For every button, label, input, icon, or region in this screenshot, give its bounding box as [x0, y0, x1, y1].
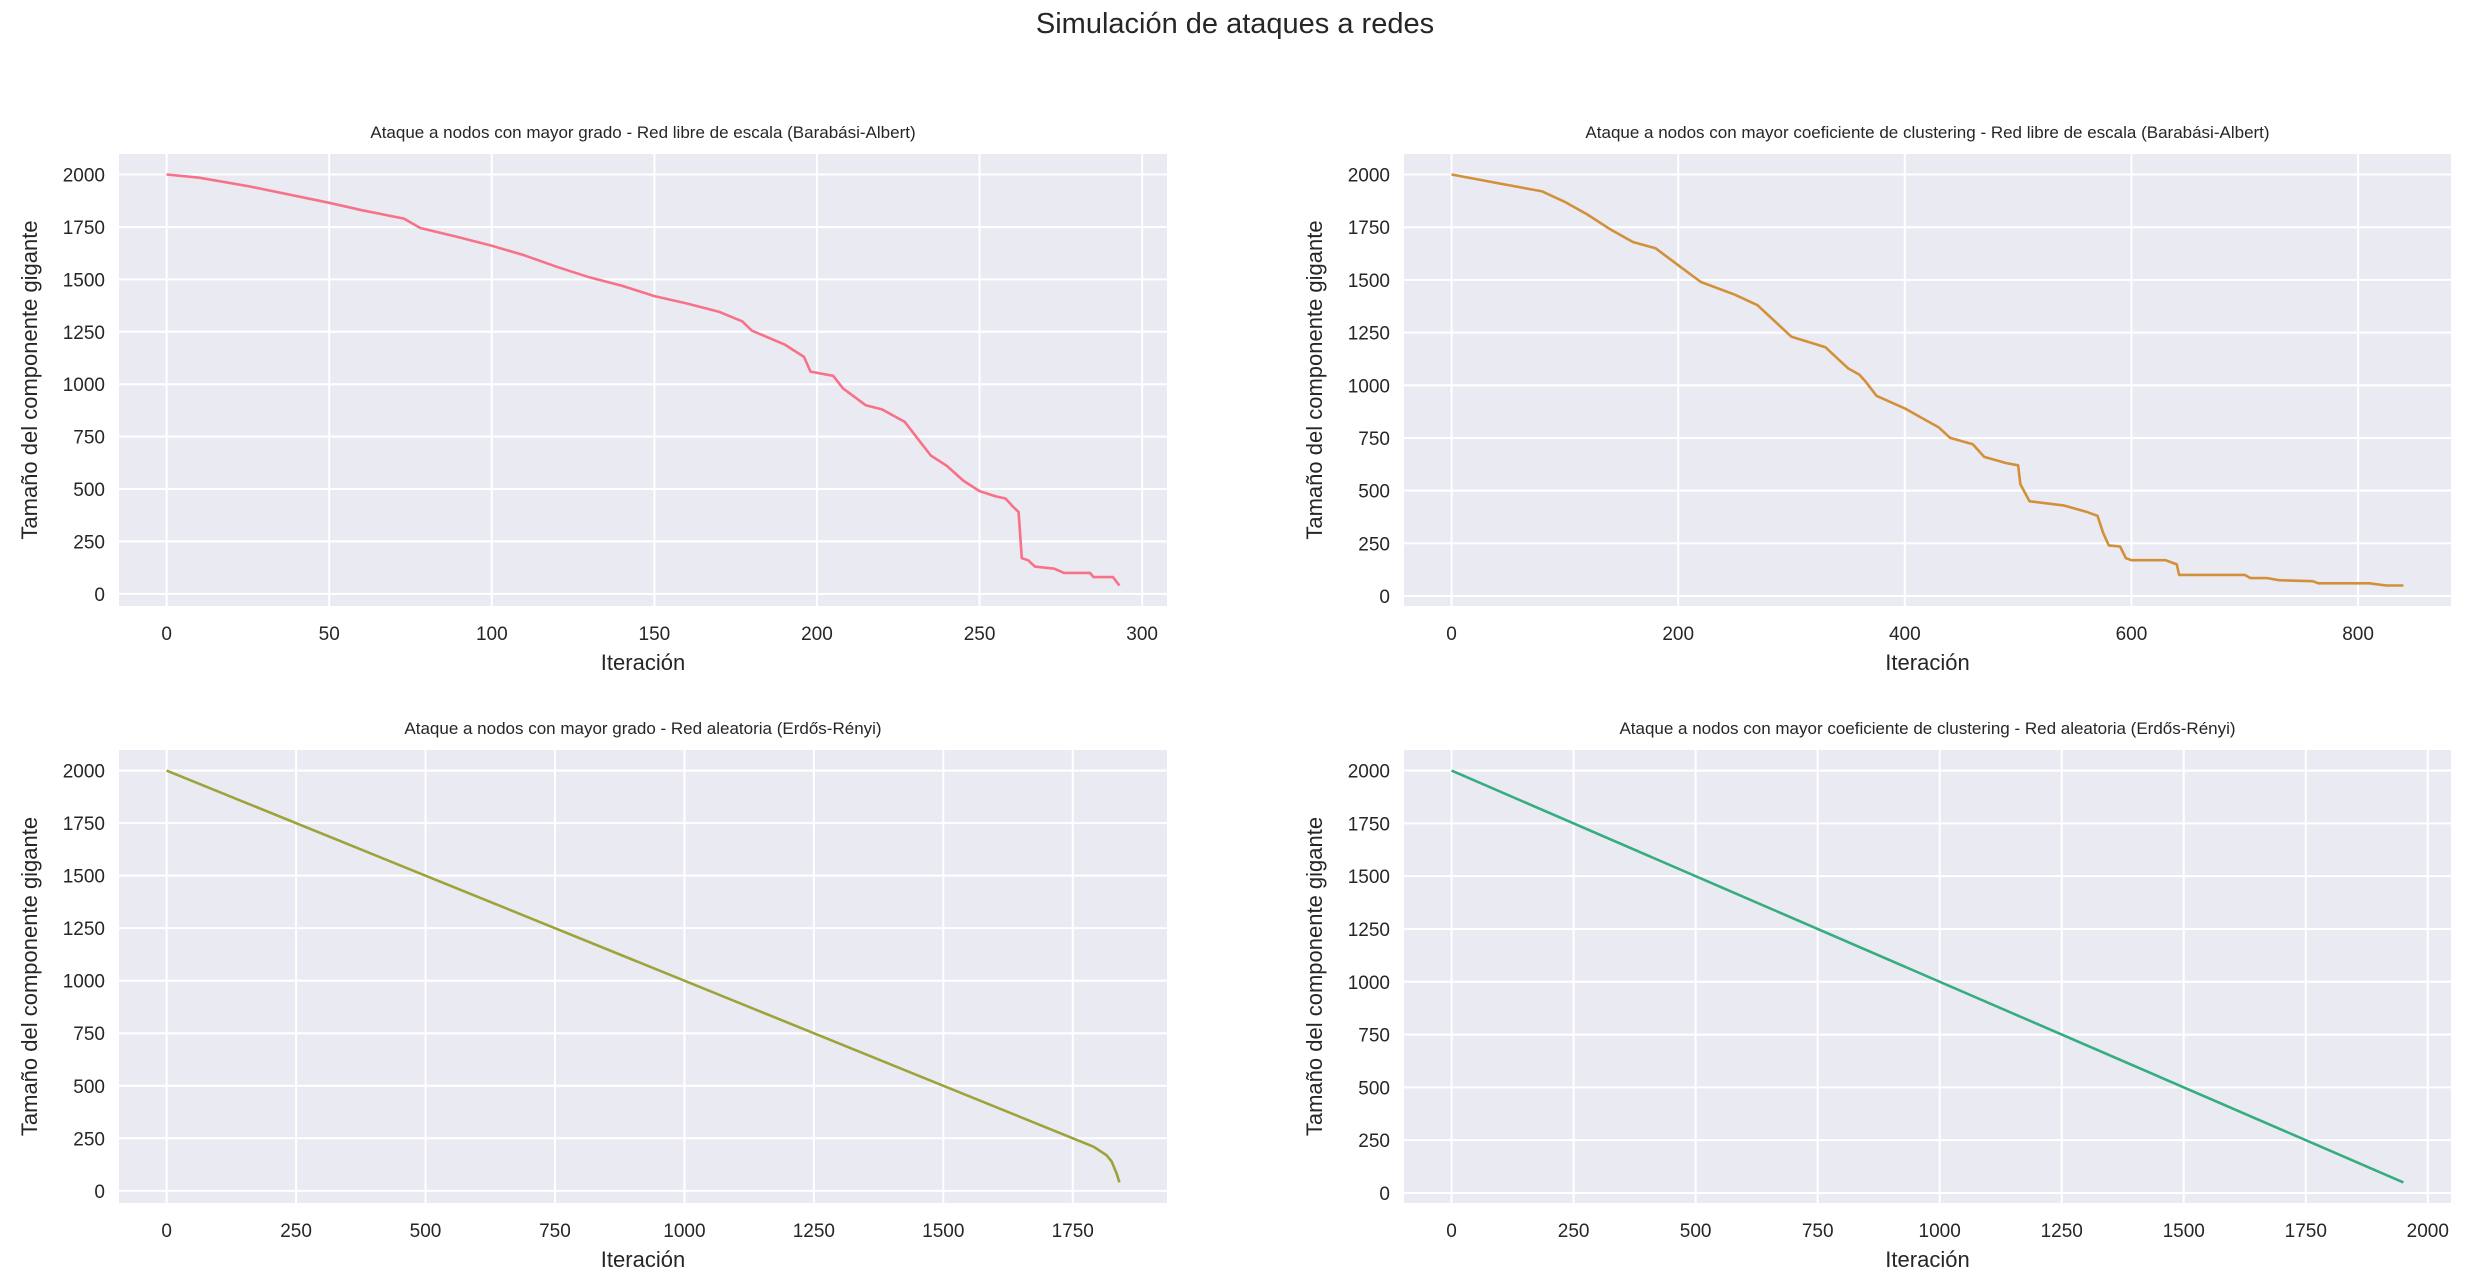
y-tick-label: 1250 [1348, 324, 1390, 345]
x-tick-label: 2000 [2407, 1221, 2449, 1242]
y-tick-label: 1000 [63, 972, 105, 993]
subplot-title: Ataque a nodos con mayor coeficiente de … [1619, 719, 2235, 738]
subplot-title: Ataque a nodos con mayor grado - Red ale… [404, 719, 881, 738]
series-line [166, 769, 1121, 1183]
x-tick-label: 1250 [2041, 1221, 2083, 1242]
y-tick-label: 1000 [63, 375, 105, 396]
y-tick-label: 750 [1358, 1026, 1390, 1047]
series-line [1451, 173, 2404, 587]
x-tick-label: 1500 [922, 1221, 964, 1242]
x-tick-label: 0 [161, 624, 172, 645]
x-tick-label: 750 [539, 1221, 571, 1242]
subplot-2: 0 200 400 600 800 0 250 500 750 1000 1250 1500 1750 2… [1302, 123, 2451, 675]
y-tick-label: 2000 [1348, 166, 1390, 187]
x-tick-label: 400 [1889, 624, 1921, 645]
y-tick-label: 1500 [63, 867, 105, 888]
x-tick-label: 800 [2342, 624, 2374, 645]
x-tick-label: 1000 [1919, 1221, 1961, 1242]
plot-area [1404, 154, 2451, 606]
y-axis-label: Tamaño del componente gigante [1302, 817, 1327, 1136]
plot-area [119, 154, 1167, 606]
x-tick-label: 0 [1446, 1221, 1457, 1242]
y-tick-label: 1250 [1348, 920, 1390, 941]
y-tick-label: 0 [1379, 1184, 1390, 1205]
x-tick-label: 1750 [1052, 1221, 1094, 1242]
x-tick-label: 300 [1126, 624, 1158, 645]
y-tick-label: 1500 [1348, 867, 1390, 888]
y-tick-label: 1250 [63, 919, 105, 940]
x-tick-label: 1750 [2285, 1221, 2327, 1242]
y-tick-label: 250 [1358, 534, 1390, 555]
y-tick-label: 1250 [63, 323, 105, 344]
y-tick-label: 500 [73, 1077, 105, 1098]
y-tick-label: 1750 [1348, 218, 1390, 239]
subplot-4: 0 250 500 750 1000 1250 1500 1750 2000 0 250 500 750… [1302, 719, 2451, 1272]
y-tick-label: 250 [73, 532, 105, 553]
y-tick-label: 0 [1379, 587, 1390, 608]
x-tick-label: 250 [964, 624, 996, 645]
x-tick-label: 250 [1558, 1221, 1590, 1242]
x-tick-label: 600 [2116, 624, 2148, 645]
x-tick-label: 500 [410, 1221, 442, 1242]
x-tick-label: 1500 [2163, 1221, 2205, 1242]
x-axis-label: Iteración [1885, 1247, 1969, 1272]
y-tick-label: 750 [1358, 429, 1390, 450]
series-line [1451, 769, 2404, 1184]
x-tick-label: 0 [1446, 624, 1457, 645]
x-tick-label: 1250 [793, 1221, 835, 1242]
x-axis-label: Iteración [601, 1247, 685, 1272]
y-tick-label: 500 [1358, 1078, 1390, 1099]
y-tick-label: 1750 [1348, 814, 1390, 835]
y-tick-label: 1000 [1348, 376, 1390, 397]
y-tick-label: 1500 [63, 270, 105, 291]
x-axis-label: Iteración [1885, 650, 1969, 675]
x-axis-label: Iteración [601, 650, 685, 675]
subplot-title: Ataque a nodos con mayor coeficiente de … [1585, 123, 2269, 142]
y-axis-label: Tamaño del componente gigante [17, 817, 42, 1136]
y-tick-label: 1500 [1348, 271, 1390, 292]
x-tick-label: 0 [161, 1221, 172, 1242]
y-tick-label: 500 [1358, 482, 1390, 503]
subplot-title: Ataque a nodos con mayor grado - Red lib… [370, 123, 915, 142]
y-tick-label: 250 [1358, 1131, 1390, 1152]
y-tick-label: 750 [73, 428, 105, 449]
y-axis-label: Tamaño del componente gigante [17, 220, 42, 539]
x-tick-label: 100 [476, 624, 508, 645]
x-tick-label: 750 [1802, 1221, 1834, 1242]
y-tick-label: 500 [73, 480, 105, 501]
y-tick-label: 2000 [1348, 762, 1390, 783]
y-tick-label: 250 [73, 1129, 105, 1150]
series-line [166, 173, 1121, 587]
y-tick-label: 1000 [1348, 973, 1390, 994]
figure-title: Simulación de ataques a redes [1035, 8, 1435, 40]
y-tick-label: 1750 [63, 814, 105, 835]
subplot-3: 0 250 500 750 1000 1250 1500 1750 0 250 500 750 1000… [17, 719, 1167, 1272]
x-tick-label: 250 [280, 1221, 312, 1242]
y-axis-label: Tamaño del componente gigante [1302, 220, 1327, 539]
subplot-1: 0 50 100 150 200 250 300 0 250 500 750 1000 1250 1500… [17, 123, 1167, 675]
y-tick-label: 2000 [63, 166, 105, 187]
x-tick-label: 200 [1662, 624, 1694, 645]
y-tick-label: 750 [73, 1024, 105, 1045]
x-tick-label: 150 [639, 624, 671, 645]
y-tick-label: 0 [94, 585, 105, 606]
x-tick-label: 200 [801, 624, 833, 645]
y-tick-label: 1750 [63, 218, 105, 239]
x-tick-label: 50 [319, 624, 340, 645]
y-tick-label: 2000 [63, 762, 105, 783]
x-tick-label: 1000 [663, 1221, 705, 1242]
y-tick-label: 0 [94, 1182, 105, 1203]
x-tick-label: 500 [1680, 1221, 1712, 1242]
plot-area [119, 750, 1167, 1203]
